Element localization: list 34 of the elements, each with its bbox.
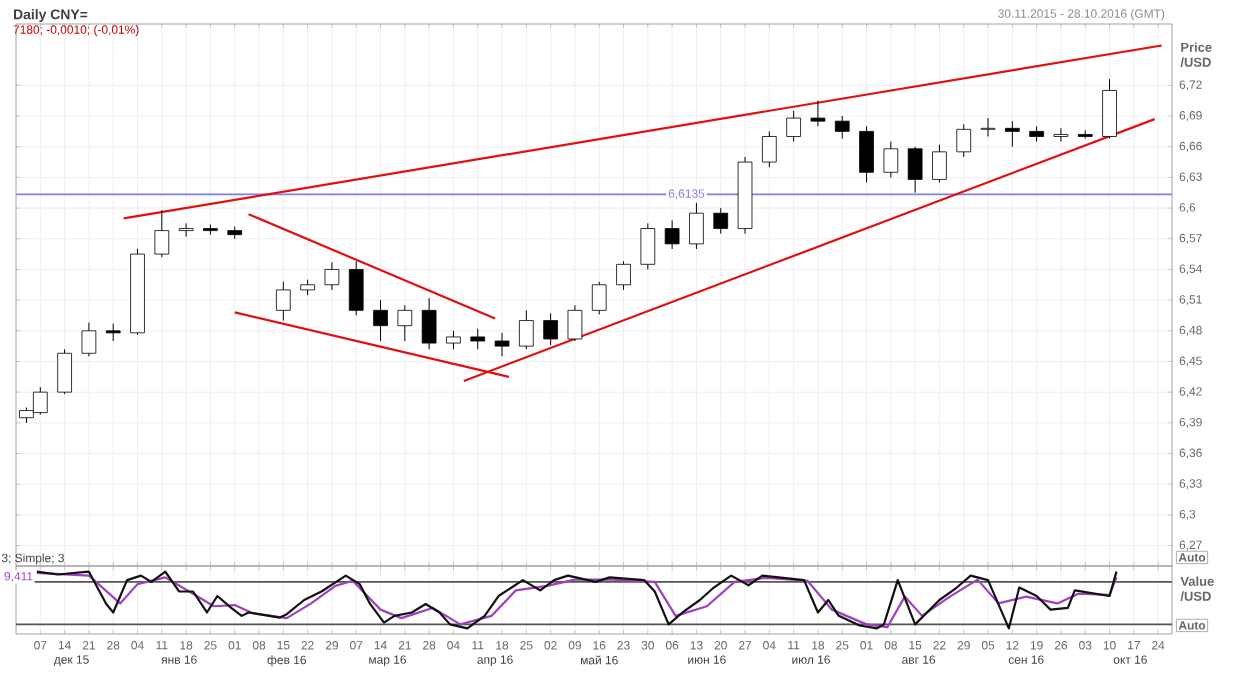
candlestick xyxy=(616,260,631,291)
candlestick xyxy=(348,260,364,316)
candlestick xyxy=(1102,78,1117,140)
candlestick xyxy=(494,332,510,357)
candlestick xyxy=(470,328,486,350)
candlestick xyxy=(956,123,972,158)
candlestick xyxy=(932,144,947,184)
candlestick xyxy=(1004,120,1020,148)
candlestick xyxy=(907,146,923,194)
candlestick xyxy=(664,219,680,250)
candlestick xyxy=(397,304,413,342)
candlestick xyxy=(1053,127,1069,143)
candlestick xyxy=(980,117,996,137)
candlestick xyxy=(446,330,461,350)
candlestick xyxy=(883,141,899,178)
candlestick xyxy=(834,115,850,140)
candlestick xyxy=(373,299,388,342)
candlestick xyxy=(421,297,437,350)
candlestick xyxy=(275,281,291,322)
candlestick xyxy=(567,304,583,342)
candlestick xyxy=(640,222,656,270)
candlestick xyxy=(543,312,558,346)
candlestick xyxy=(324,261,340,291)
candlestick xyxy=(761,130,777,168)
candlestick xyxy=(518,309,534,350)
candlestick xyxy=(810,100,826,127)
candlestick xyxy=(713,207,729,235)
candlestick xyxy=(81,322,97,357)
candlestick xyxy=(154,209,170,258)
candlestick xyxy=(786,110,801,143)
candlestick xyxy=(591,281,607,315)
candlestick xyxy=(57,348,72,395)
candlestick xyxy=(178,222,194,238)
candlestick xyxy=(859,125,874,184)
